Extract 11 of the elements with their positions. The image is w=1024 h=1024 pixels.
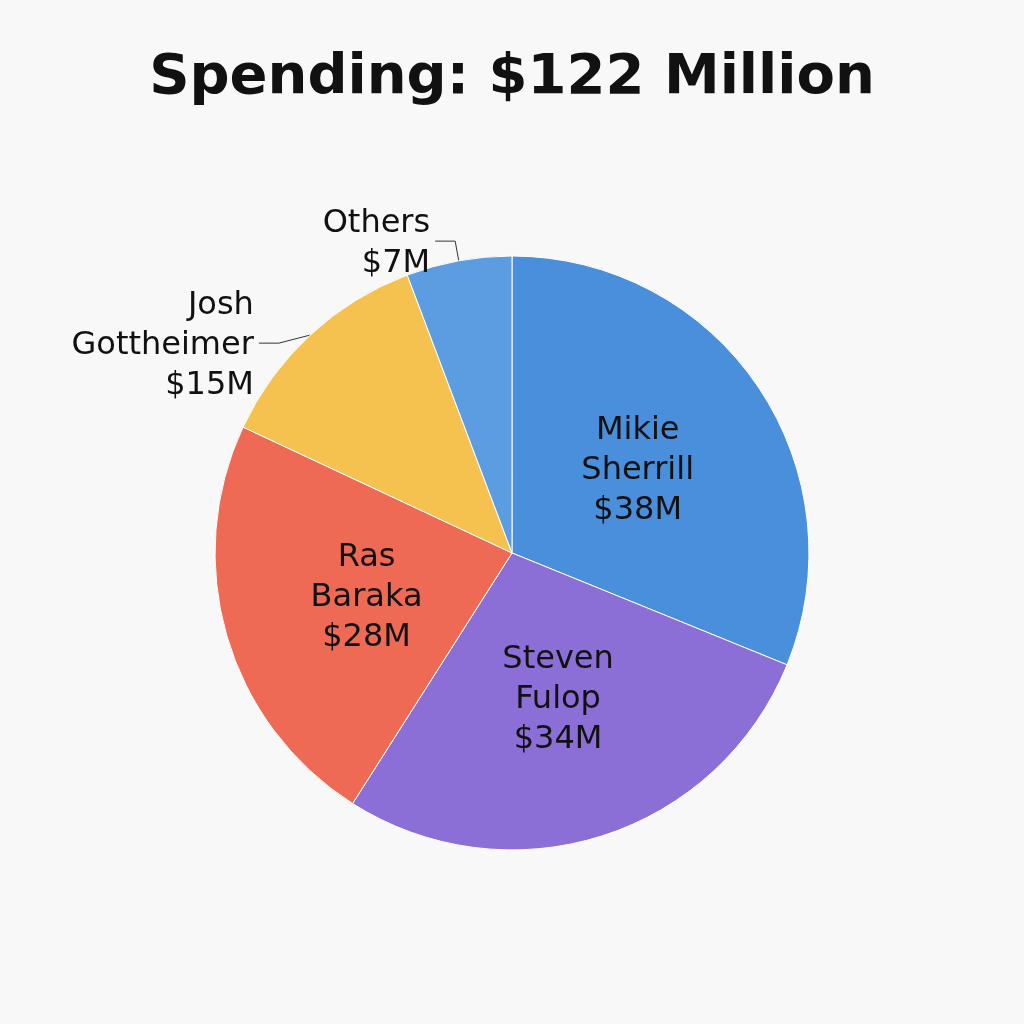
data-label: $28M [322,616,411,655]
slice-label: Ras Baraka [310,536,423,615]
slice-label: Steven Fulop [502,638,614,717]
slice-label: Josh Gottheimer [71,284,255,363]
chart-title: Spending: $122 Million [149,40,875,106]
slice-label: Mikie Sherrill [581,409,695,488]
data-label: $7M [361,242,431,281]
data-label: $15M [165,364,254,403]
data-label: $38M [593,489,683,528]
data-label: $34M [513,718,603,757]
slice-label: Others [322,202,431,241]
